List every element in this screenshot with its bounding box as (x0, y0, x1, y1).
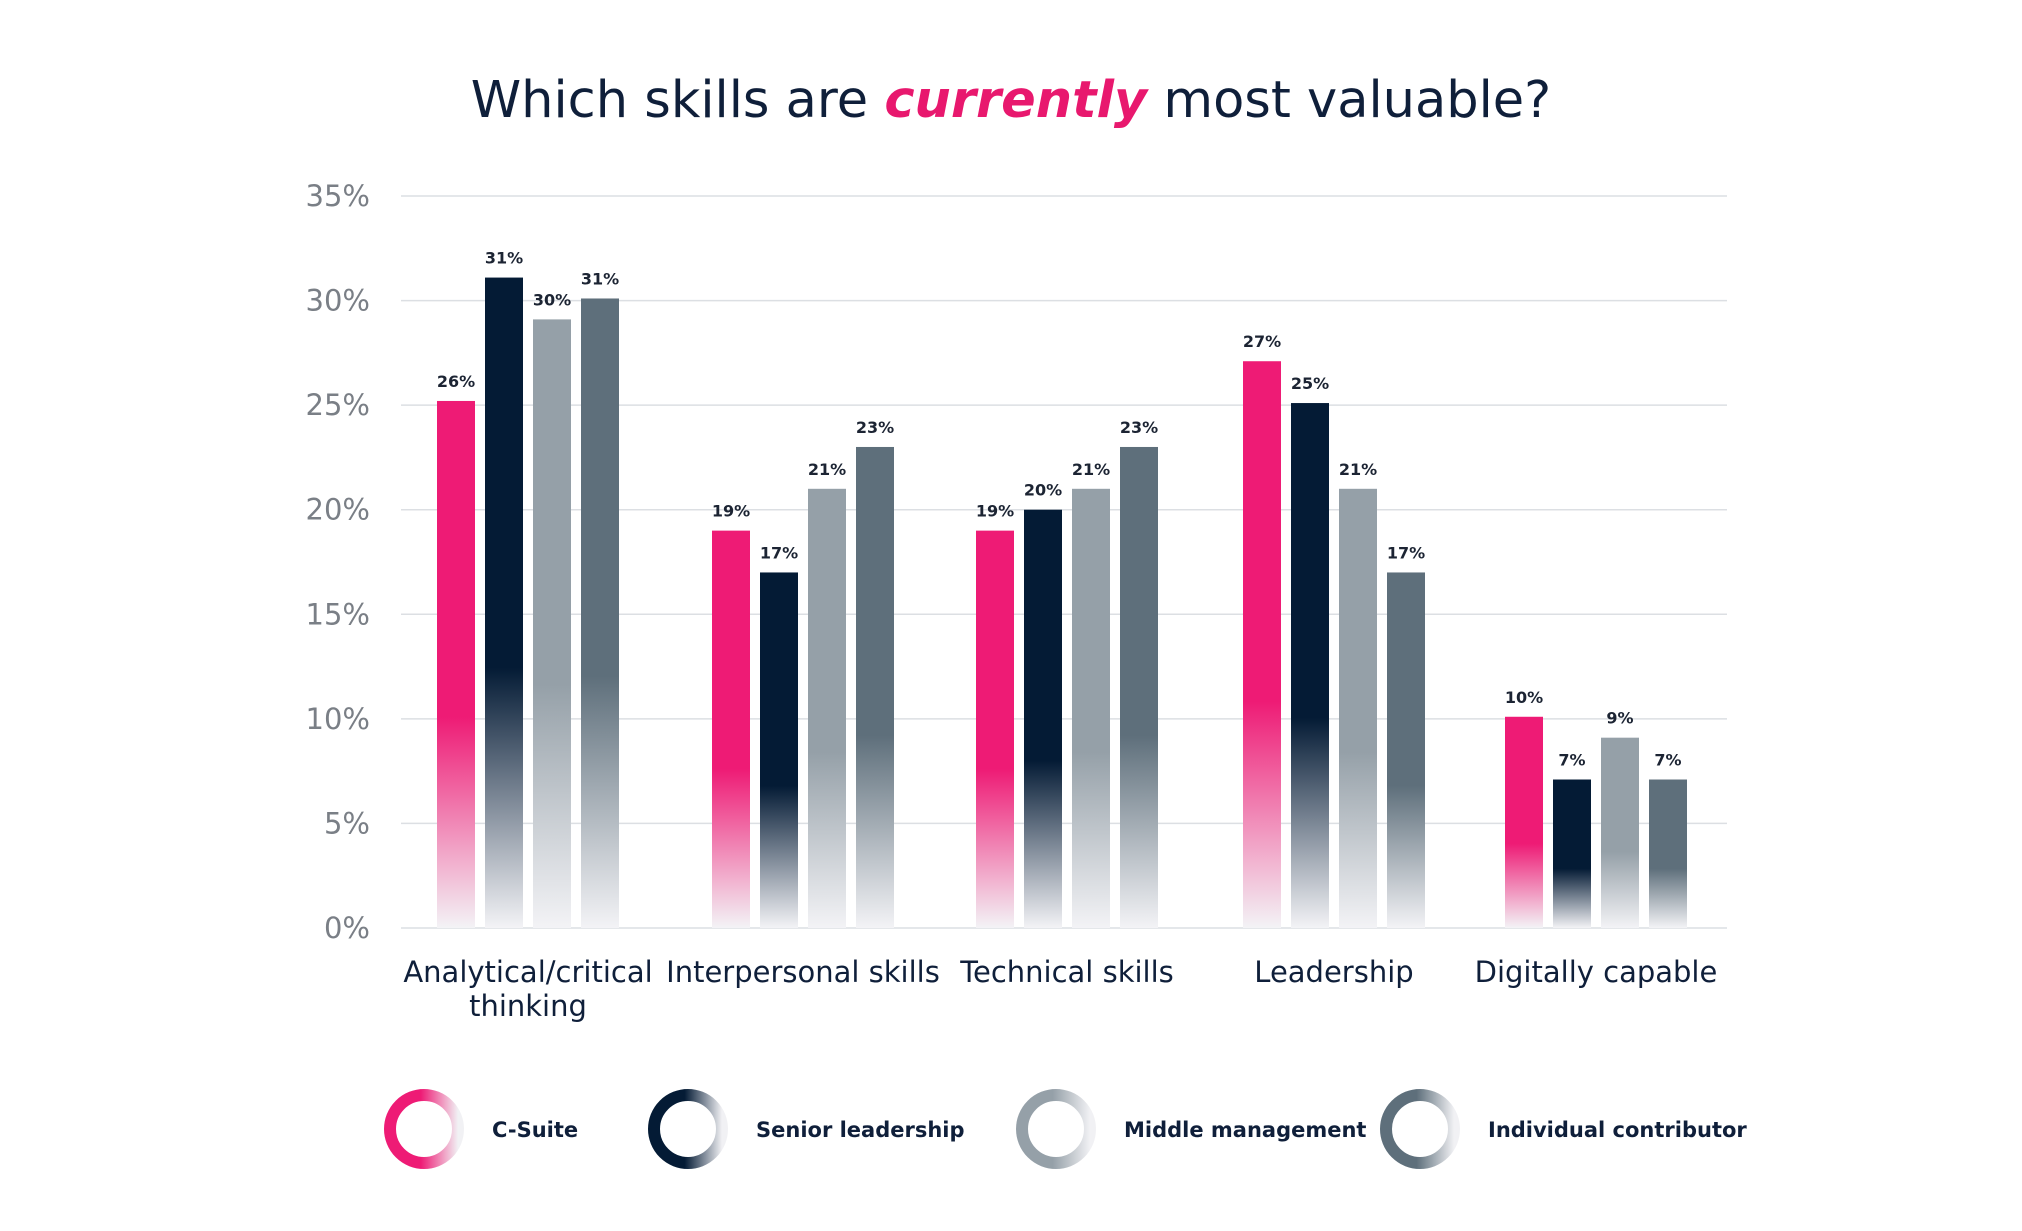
bar-value-label: 7% (1558, 751, 1585, 770)
x-axis: Analytical/critical thinking Interpersonal… (403, 955, 1717, 1023)
legend-label: C-Suite (492, 1118, 578, 1142)
gridlines (401, 195, 1727, 929)
x-category-label: Digitally capable (1475, 955, 1718, 989)
bar (1291, 403, 1329, 929)
x-category-label: Analytical/critical thinking (403, 955, 652, 1023)
y-axis: 0% 5% 10% 15% 20% 25% 30% 35% (306, 179, 370, 945)
bar (1120, 446, 1158, 928)
bar (976, 530, 1014, 928)
bar-value-label: 25% (1291, 374, 1329, 393)
bar-value-label: 31% (485, 249, 523, 268)
x-category-label: Interpersonal skills (666, 955, 940, 989)
bar-value-label: 27% (1243, 332, 1281, 351)
bar (1649, 779, 1687, 928)
bar (1601, 737, 1639, 928)
bar (856, 446, 894, 928)
bar (1243, 361, 1281, 928)
bar-value-label: 17% (760, 543, 798, 562)
bar-value-label: 19% (712, 502, 750, 521)
legend: C-Suite Senior leadership Middle managemen… (384, 1089, 1747, 1169)
legend-swatch (1016, 1089, 1096, 1169)
y-tick-label: 25% (306, 388, 370, 422)
bar-value-label: 23% (856, 418, 894, 437)
bar-value-label: 19% (976, 502, 1014, 521)
bar-value-label: 9% (1606, 709, 1633, 728)
bar (437, 400, 475, 929)
bar (533, 319, 571, 928)
chart-title-emphasis: currently (884, 71, 1150, 130)
bar (1505, 716, 1543, 928)
bar (712, 530, 750, 928)
y-tick-label: 35% (306, 179, 370, 213)
legend-swatch (1380, 1089, 1460, 1169)
legend-swatch (648, 1089, 728, 1169)
y-tick-label: 30% (306, 284, 370, 318)
bar (1024, 509, 1062, 928)
bar-value-label: 20% (1024, 481, 1062, 500)
x-category-label: Leadership (1254, 955, 1413, 989)
bar-value-label: 7% (1654, 751, 1681, 770)
bar-value-label: 26% (437, 372, 475, 391)
bar-value-label: 23% (1120, 418, 1158, 437)
bar (581, 298, 619, 929)
bar-value-label: 17% (1387, 543, 1425, 562)
legend-swatch (384, 1089, 464, 1169)
y-tick-label: 20% (306, 493, 370, 527)
bar (760, 572, 798, 928)
data-labels: 26% 31% 30% 31% 19% 17% 21% 23% 19% 20% 21% 23% 27% 2… (437, 249, 1682, 770)
bar (485, 277, 523, 929)
y-tick-label: 15% (306, 597, 370, 631)
bar (1387, 572, 1425, 928)
chart-title: Which skills are currently most valuable… (471, 71, 1551, 130)
bars (437, 277, 1687, 929)
bar (1072, 488, 1110, 928)
chart-title-prefix: Which skills are (471, 71, 885, 130)
x-category-label: Technical skills (959, 955, 1174, 989)
bar-value-label: 21% (1339, 460, 1377, 479)
bar (1339, 488, 1377, 928)
bar-value-label: 10% (1505, 688, 1543, 707)
y-tick-label: 10% (306, 702, 370, 736)
y-tick-label: 0% (324, 911, 370, 945)
bar (1553, 779, 1591, 928)
y-tick-label: 5% (324, 806, 370, 840)
bar-value-label: 31% (581, 269, 619, 288)
legend-label: Middle management (1124, 1118, 1366, 1142)
bar-value-label: 21% (808, 460, 846, 479)
chart-title-suffix: most valuable? (1147, 71, 1551, 130)
legend-label: Individual contributor (1488, 1118, 1747, 1142)
legend-label: Senior leadership (756, 1118, 965, 1142)
bar-value-label: 30% (533, 290, 571, 309)
bar-value-label: 21% (1072, 460, 1110, 479)
bar (808, 488, 846, 928)
